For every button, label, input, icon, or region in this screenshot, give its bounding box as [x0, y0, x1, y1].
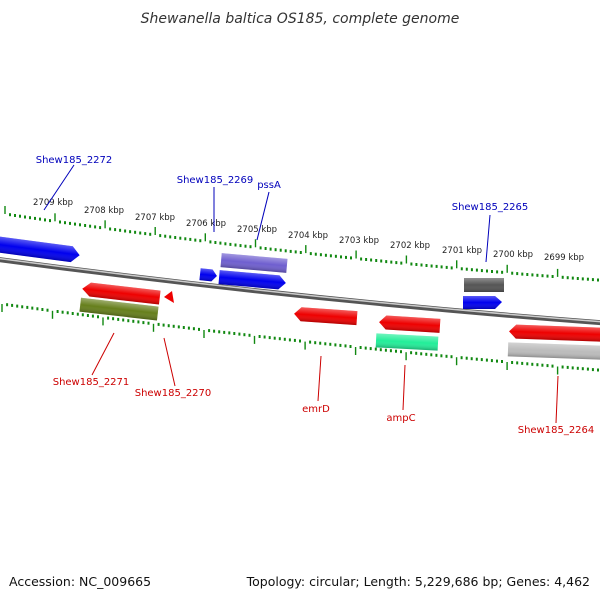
scale-label: 2709 kbp: [33, 198, 73, 208]
scale-label: 2699 kbp: [544, 253, 584, 263]
gene-olive-2270[interactable]: [79, 297, 159, 321]
gene-red-emrD[interactable]: [294, 307, 358, 326]
gene-purple-pssA[interactable]: [220, 253, 288, 273]
upper-scale-ticks: [4, 206, 599, 282]
scale-label: 2708 kbp: [84, 206, 124, 216]
gene-blue-2269[interactable]: [199, 268, 217, 282]
gene-label-shew185-2264[interactable]: Shew185_2264: [518, 425, 595, 436]
scale-label: 2701 kbp: [442, 246, 482, 256]
gene-label-pssa[interactable]: pssA: [257, 180, 281, 191]
scale-labels: 2709 kbp 2708 kbp 2707 kbp 2706 kbp 2705…: [33, 198, 584, 263]
scale-label: 2705 kbp: [237, 225, 277, 235]
scale-label: 2703 kbp: [339, 236, 379, 246]
gene-gray-2265[interactable]: [464, 278, 504, 292]
gene-labels: Shew185_2272 Shew185_2269 pssA Shew185_2…: [36, 155, 595, 436]
gene-label-ampc[interactable]: ampC: [386, 413, 415, 424]
callout-line: [163, 337, 176, 387]
gene-red-2271[interactable]: [81, 282, 161, 305]
callout-line: [91, 332, 115, 376]
lower-scale-ticks: [1, 303, 599, 375]
gene-label-shew185-2270[interactable]: Shew185_2270: [135, 388, 212, 399]
gene-blue-left[interactable]: [0, 235, 81, 264]
scale-label: 2707 kbp: [135, 213, 175, 223]
gene-label-shew185-2272[interactable]: Shew185_2272: [36, 155, 113, 166]
callout-line: [402, 364, 406, 411]
callout-line: [485, 214, 491, 263]
gene-red-mid[interactable]: [379, 315, 441, 333]
gene-features: [0, 235, 600, 360]
genome-backbone-highlight: [0, 257, 600, 323]
genome-backbone: [0, 257, 600, 326]
gene-teal-ampC[interactable]: [375, 333, 439, 351]
scale-label: 2702 kbp: [390, 241, 430, 251]
gene-red-small[interactable]: [164, 291, 174, 303]
topology-text: Topology: circular; Length: 5,229,686 bp…: [246, 574, 590, 589]
accession-text: Accession: NC_009665: [9, 574, 151, 589]
gene-label-shew185-2269[interactable]: Shew185_2269: [177, 175, 254, 186]
scale-label: 2706 kbp: [186, 219, 226, 229]
gene-label-shew185-2271[interactable]: Shew185_2271: [53, 377, 130, 388]
label-callouts: [43, 164, 559, 424]
callout-line: [256, 191, 270, 241]
map-title: Shewanella baltica OS185, complete genom…: [141, 11, 460, 27]
scale-label: 2704 kbp: [288, 231, 328, 241]
gene-silver-2264[interactable]: [507, 342, 600, 360]
gene-blue-pssA-lower[interactable]: [218, 270, 287, 290]
gene-red-right[interactable]: [509, 324, 600, 342]
callout-line: [43, 164, 75, 211]
callout-line: [555, 375, 559, 424]
gene-blue-2265[interactable]: [463, 296, 502, 309]
gene-label-shew185-2265[interactable]: Shew185_2265: [452, 202, 529, 213]
gene-label-emrd[interactable]: emrD: [302, 404, 330, 415]
callout-line: [317, 355, 322, 402]
scale-label: 2700 kbp: [493, 250, 533, 260]
